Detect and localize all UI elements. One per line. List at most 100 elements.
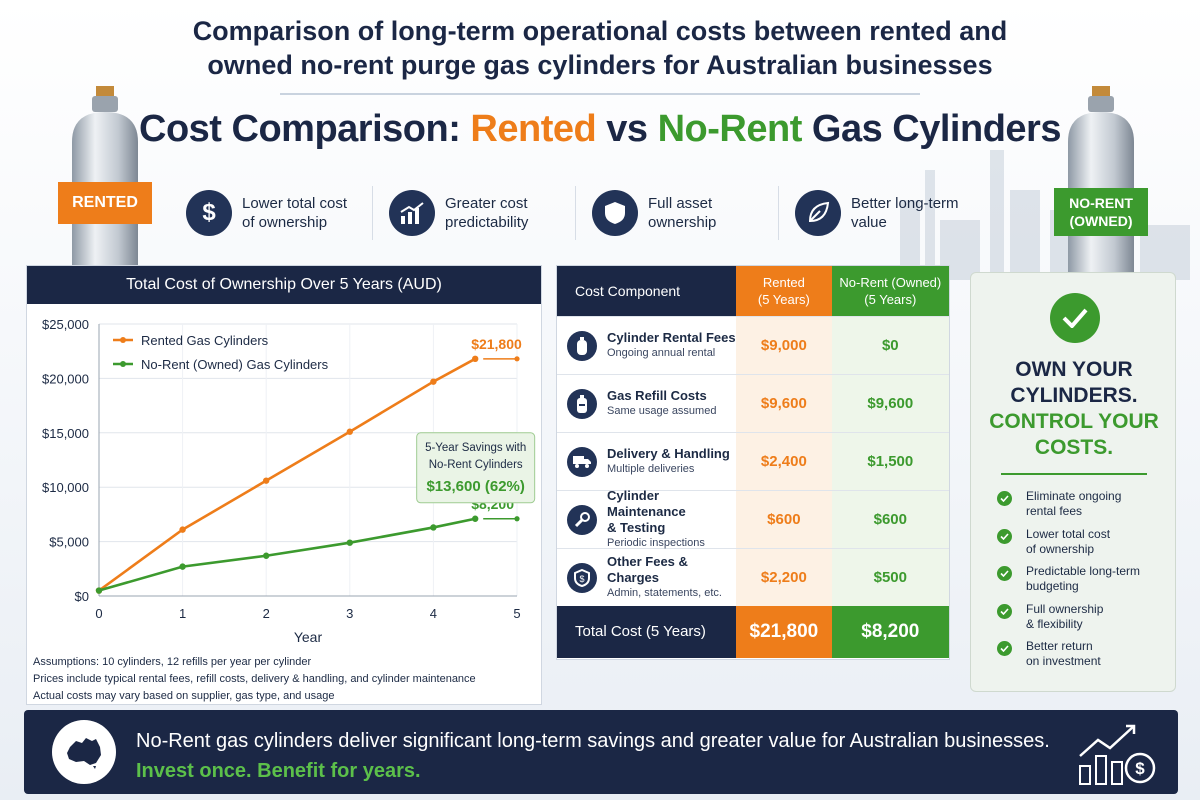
data-point	[346, 428, 353, 435]
title-divider	[280, 93, 920, 95]
x-tick-label: 3	[346, 606, 353, 621]
check-icon	[997, 528, 1012, 544]
assumption-line: Assumptions: 10 cylinders, 12 refills pe…	[33, 656, 312, 668]
owned-cost-cell: $0	[831, 317, 949, 374]
gas-refill-icon	[567, 388, 597, 419]
checkmark-icon	[1050, 293, 1100, 343]
table-row: Delivery & Handling Multiple deliveries $…	[557, 432, 949, 490]
own-your-cylinders-panel: OWN YOUR CYLINDERS. CONTROL YOUR COSTS. El…	[970, 272, 1176, 692]
data-point	[179, 563, 186, 570]
y-tick-label: $20,000	[42, 371, 89, 386]
assumption-line: Actual costs may vary based on supplier,…	[33, 690, 335, 702]
bottom-tagline: Invest once. Benefit for years.	[136, 760, 421, 782]
owned-cylinder-graphic: NO-RENT (OWNED)	[1054, 82, 1148, 272]
x-tick-label: 1	[179, 606, 186, 621]
total-owned: $8,200	[831, 606, 949, 658]
table-row: $ Other Fees & Charges Admin, statements,…	[557, 548, 949, 606]
table-header: Cost Component Rented (5 Years) No-Rent (…	[557, 266, 949, 316]
data-point	[346, 539, 353, 546]
data-point	[430, 378, 437, 385]
check-icon	[997, 603, 1012, 619]
benefit-list: Eliminate ongoing rental fees Lower total…	[997, 489, 1146, 677]
owned-cost-cell: $9,600	[831, 375, 949, 432]
gas-cylinder-icon	[1068, 86, 1134, 272]
column-header-rented: Rented (5 Years)	[736, 266, 832, 316]
dollar-icon: $	[186, 190, 232, 236]
data-point	[263, 552, 270, 559]
column-header-owned: No-Rent (Owned) (5 Years)	[831, 266, 949, 316]
data-point	[472, 355, 479, 363]
end-marker	[514, 516, 520, 522]
data-point	[472, 515, 479, 522]
legend-label: Rented Gas Cylinders	[141, 333, 269, 348]
x-tick-label: 5	[513, 606, 520, 621]
australia-map-icon	[52, 720, 116, 784]
growth-savings-icon: $	[1079, 724, 1156, 785]
x-tick-label: 0	[95, 606, 102, 621]
shield-icon	[592, 190, 638, 236]
list-item: Lower total cost of ownership	[997, 527, 1146, 565]
benefit-item: Better long-term value	[795, 186, 981, 240]
benefits-row: $ Lower total cost of ownership Greater c…	[186, 186, 966, 240]
check-icon	[997, 641, 1012, 656]
cylinder-icon	[567, 330, 597, 361]
series-line	[98, 357, 476, 592]
check-icon	[997, 491, 1012, 506]
savings-annotation-box	[416, 432, 536, 504]
list-item: Full ownership & flexibility	[997, 602, 1146, 640]
growth-chart-icon	[389, 190, 435, 236]
bottom-banner: No-Rent gas cylinders deliver significan…	[24, 710, 1178, 794]
y-tick-label: $25,000	[42, 317, 89, 332]
y-tick-label: $10,000	[42, 480, 89, 495]
data-point	[430, 524, 437, 531]
check-icon	[997, 566, 1012, 581]
rented-cost-cell: $9,600	[736, 375, 832, 432]
legend-marker	[120, 361, 126, 367]
divider	[1001, 473, 1147, 475]
rented-cost-cell: $2,400	[736, 433, 832, 490]
legend-marker	[120, 337, 126, 343]
legend-label: No-Rent (Owned) Gas Cylinders	[141, 357, 329, 372]
benefit-item: Full asset ownership	[592, 186, 779, 240]
svg-text:$: $	[579, 574, 584, 584]
savings-annotation-line: No-Rent Cylinders	[429, 459, 523, 471]
comparison-heading: Cost Comparison: Rented vs No-Rent Gas C…	[139, 108, 1061, 150]
chart-panel: Total Cost of Ownership Over 5 Years (AU…	[26, 265, 542, 705]
wrench-icon	[567, 504, 597, 535]
rented-cost-cell: $600	[736, 491, 832, 548]
data-point	[263, 477, 270, 484]
rented-cost-cell: $2,200	[736, 549, 832, 606]
main-title: Comparison of long-term operational cost…	[192, 16, 1008, 80]
data-point	[95, 587, 103, 594]
end-marker	[514, 356, 520, 362]
list-item: Better return on investment	[997, 639, 1146, 677]
rented-label: RENTED	[58, 182, 152, 224]
total-label: Total Cost (5 Years)	[557, 606, 737, 658]
savings-annotation-value: $13,600 (62%)	[426, 478, 524, 495]
control-headline: CONTROL YOUR COSTS.	[989, 410, 1159, 459]
no-rent-owned-label: NO-RENT (OWNED)	[1054, 188, 1148, 236]
leaf-icon	[795, 190, 841, 236]
table-row: Cylinder Rental Fees Ongoing annual renta…	[557, 316, 949, 374]
svg-text:$: $	[1135, 759, 1145, 778]
x-axis-label: Year	[294, 629, 323, 645]
chart-title: Total Cost of Ownership Over 5 Years (AU…	[27, 266, 541, 304]
savings-annotation-line: 5-Year Savings with	[425, 442, 526, 454]
owned-cost-cell: $600	[831, 491, 949, 548]
benefit-item: $ Lower total cost of ownership	[186, 186, 373, 240]
x-tick-label: 4	[430, 606, 437, 621]
fee-shield-icon: $	[567, 562, 597, 593]
y-tick-label: $5,000	[49, 535, 89, 550]
y-tick-label: $0	[75, 589, 89, 604]
list-item: Eliminate ongoing rental fees	[997, 489, 1146, 527]
benefit-item: Greater cost predictability	[389, 186, 576, 240]
assumption-line: Prices include typical rental fees, refi…	[33, 673, 476, 685]
x-tick-label: 2	[263, 606, 270, 621]
series-end-label: $21,800	[471, 336, 522, 352]
cost-line-chart: $0 $5,000 $10,000 $15,000 $20,000 $25,000 0 1 2 3…	[42, 317, 536, 645]
truck-icon	[567, 446, 597, 477]
y-tick-label: $15,000	[42, 426, 89, 441]
data-point	[179, 526, 186, 533]
own-headline: OWN YOUR CYLINDERS.	[1010, 358, 1138, 407]
rented-cost-cell: $9,000	[736, 317, 832, 374]
